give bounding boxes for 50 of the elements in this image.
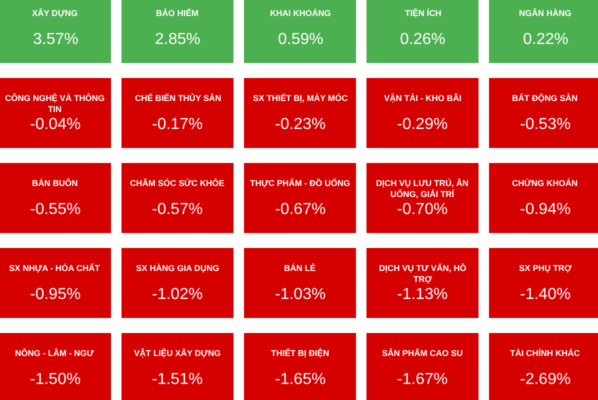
data-label: 0.26% bbox=[400, 31, 446, 48]
data-label: 0.59% bbox=[278, 31, 324, 48]
data-label: -1.50% bbox=[30, 371, 81, 388]
data-label: -1.51% bbox=[152, 371, 203, 388]
data-label: -0.17% bbox=[152, 116, 203, 133]
category-label: NÔNG - LÂM - NGƯ bbox=[15, 348, 95, 358]
category-label: CHĂM SÓC SỨC KHỎE bbox=[130, 178, 225, 188]
category-label: VẬN TẢI - KHO BÃI bbox=[384, 93, 462, 103]
data-label: -0.29% bbox=[397, 116, 448, 133]
category-label: KHAI KHOÁNG bbox=[270, 8, 332, 18]
category-label: THIẾT BỊ ĐIỆN bbox=[271, 348, 330, 358]
data-label: -1.65% bbox=[275, 371, 326, 388]
data-label: -0.53% bbox=[520, 116, 571, 133]
data-label: -0.95% bbox=[30, 286, 81, 303]
category-label: BÁN LẺ bbox=[284, 263, 316, 273]
data-label: 3.57% bbox=[33, 31, 78, 48]
category-label: CHỨNG KHOÁN bbox=[512, 178, 578, 188]
data-label: -0.67% bbox=[275, 201, 326, 218]
data-label: -0.55% bbox=[30, 201, 81, 218]
data-label: -1.40% bbox=[520, 286, 571, 303]
category-label: DỊCH VỤ LƯU TRÚ, ĂN UỐNG, GIẢI TRÍ bbox=[376, 178, 469, 200]
data-label: -1.03% bbox=[275, 286, 326, 303]
category-label: BẤT ĐỘNG SẢN bbox=[512, 93, 578, 103]
category-label: TÀI CHÍNH KHÁC bbox=[510, 348, 580, 358]
category-label: BẢO HIỂM bbox=[156, 8, 198, 18]
data-label: -0.94% bbox=[520, 201, 571, 218]
data-label: 2.85% bbox=[155, 31, 200, 48]
category-label: SẢN PHẨM CAO SU bbox=[382, 348, 463, 358]
category-label: TIỆN ÍCH bbox=[405, 8, 442, 18]
data-label: -2.69% bbox=[520, 371, 571, 388]
category-label: XÂY DỰNG bbox=[32, 8, 78, 18]
category-label: SX NHỰA - HÓA CHẤT bbox=[9, 263, 101, 273]
category-label: SX PHỤ TRỢ bbox=[519, 263, 572, 273]
category-label: DỊCH VỤ TƯ VẤN, HỖ TRỢ bbox=[379, 263, 467, 284]
data-label: -1.02% bbox=[152, 286, 203, 303]
data-label: -0.70% bbox=[397, 201, 448, 218]
data-label: -1.67% bbox=[397, 371, 448, 388]
category-label: CÔNG NGHỆ VÀ THÔNG TIN bbox=[5, 93, 106, 114]
data-label: -0.04% bbox=[30, 116, 81, 133]
category-label: THỰC PHẨM - ĐỒ UỐNG bbox=[250, 178, 350, 188]
category-label: NGÂN HÀNG bbox=[519, 8, 572, 18]
data-label: -0.23% bbox=[275, 116, 326, 133]
category-label: CHẾ BIẾN THỦY SẢN bbox=[135, 93, 222, 103]
category-label: BÁN BUÔN bbox=[32, 178, 78, 188]
category-label: SX THIẾT BỊ, MÁY MÓC bbox=[253, 93, 348, 103]
category-label: SX HÀNG GIA DỤNG bbox=[136, 263, 220, 273]
data-label: -1.13% bbox=[397, 286, 448, 303]
data-label: 0.22% bbox=[523, 31, 568, 48]
category-label: VẬT LIỆU XÂY DỰNG bbox=[134, 348, 222, 358]
data-label: -0.57% bbox=[152, 201, 203, 218]
